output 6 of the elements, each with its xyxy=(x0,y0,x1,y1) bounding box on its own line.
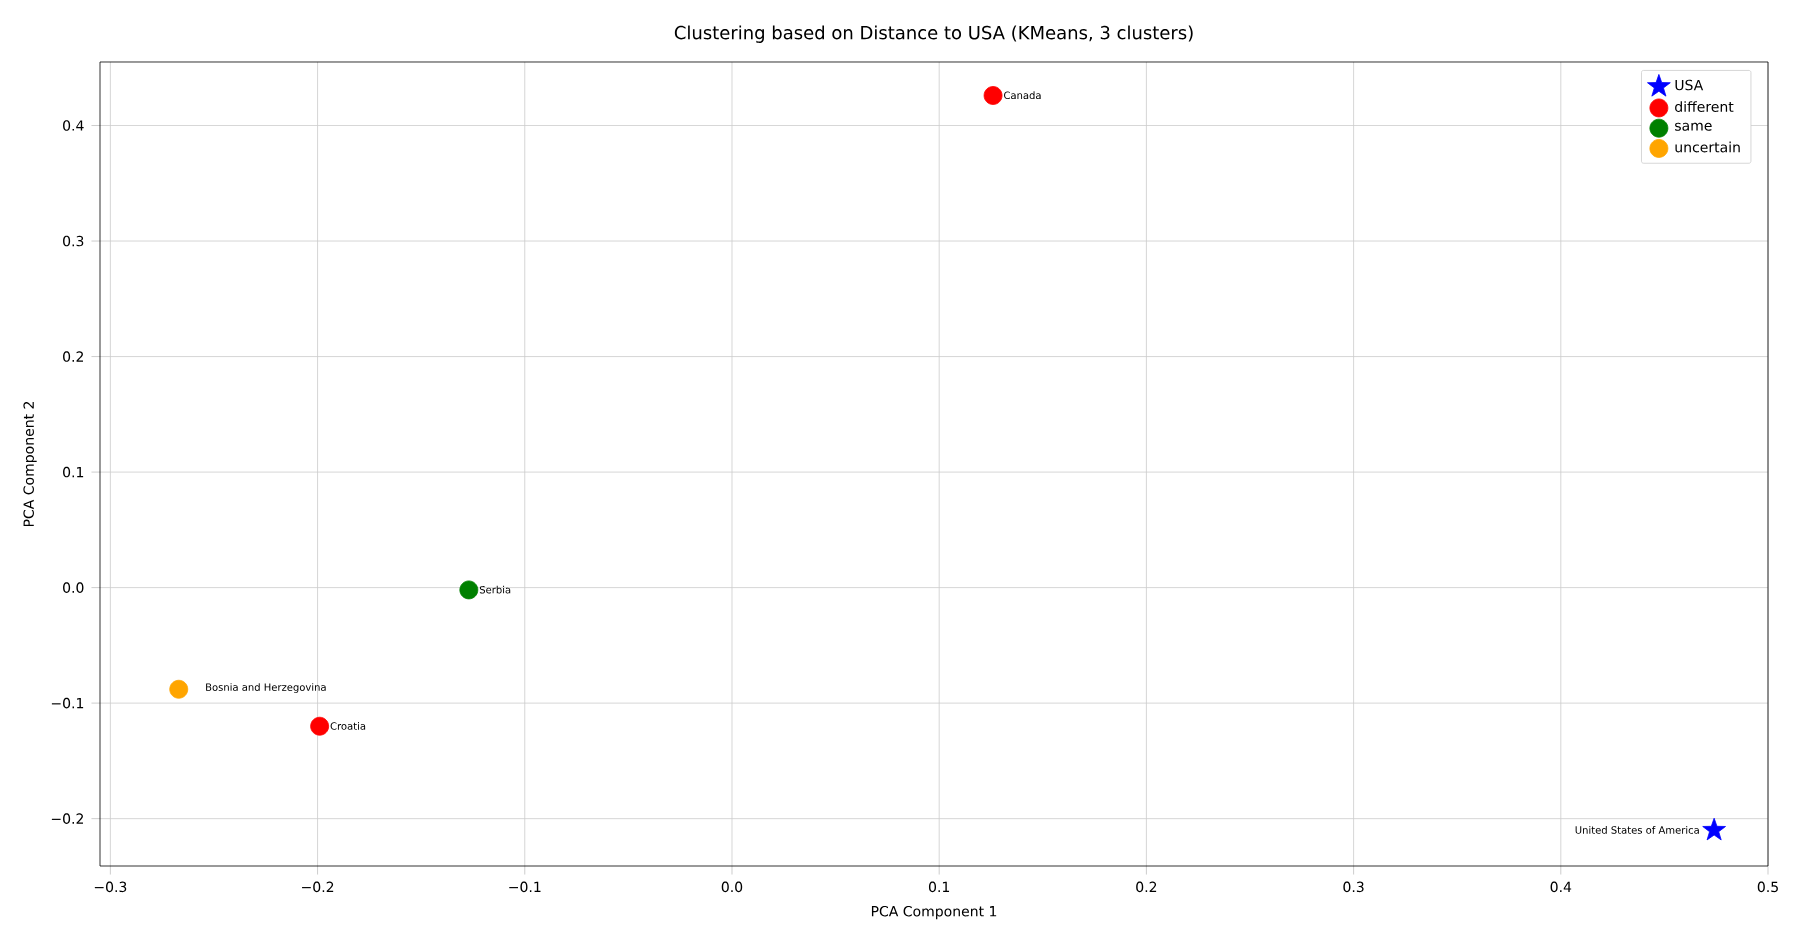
point xyxy=(169,679,189,699)
point xyxy=(459,580,479,600)
chart-title: Clustering based on Distance to USA (KMeans, 3 clusters) xyxy=(674,25,1193,43)
point xyxy=(310,716,330,736)
point xyxy=(1702,817,1726,841)
point xyxy=(983,86,1003,105)
